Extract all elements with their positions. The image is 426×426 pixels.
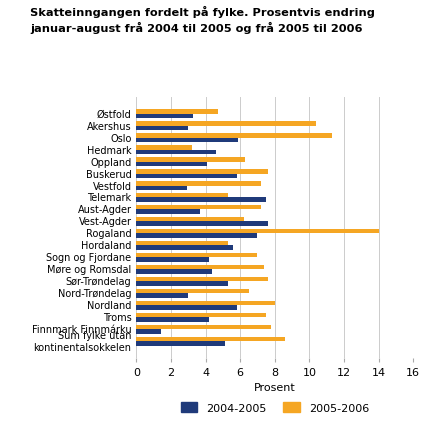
Bar [136,217,244,222]
X-axis label: Prosent: Prosent [254,383,296,392]
Bar [136,210,200,215]
Bar [136,330,161,334]
Bar [136,246,233,250]
Bar [136,282,228,286]
Bar [136,150,216,155]
Bar [136,158,245,162]
Bar [136,170,268,174]
Bar [136,110,218,114]
Bar [136,146,192,150]
Bar [136,234,257,239]
Bar [136,337,285,342]
Bar [136,114,193,119]
Bar [136,317,209,322]
Bar [136,294,188,298]
Bar [136,241,228,246]
Bar [136,270,213,274]
Text: Skatteinngangen fordelt på fylke. Prosentvis endring januar-august frå 2004 til : Skatteinngangen fordelt på fylke. Prosen… [30,6,375,34]
Bar [136,229,379,234]
Bar [136,174,237,178]
Bar [136,198,266,203]
Legend: 2004-2005, 2005-2006: 2004-2005, 2005-2006 [176,397,374,417]
Bar [136,134,332,138]
Bar [136,181,261,186]
Bar [136,186,187,190]
Bar [136,342,225,346]
Bar [136,265,265,270]
Bar [136,253,257,258]
Bar [136,305,237,310]
Bar [136,301,275,305]
Bar [136,205,261,210]
Bar [136,162,207,167]
Bar [136,258,209,262]
Bar [136,122,316,126]
Bar [136,289,249,294]
Bar [136,325,271,330]
Bar [136,277,268,282]
Bar [136,313,266,317]
Bar [136,193,228,198]
Bar [136,138,239,143]
Bar [136,126,188,131]
Bar [136,222,268,227]
